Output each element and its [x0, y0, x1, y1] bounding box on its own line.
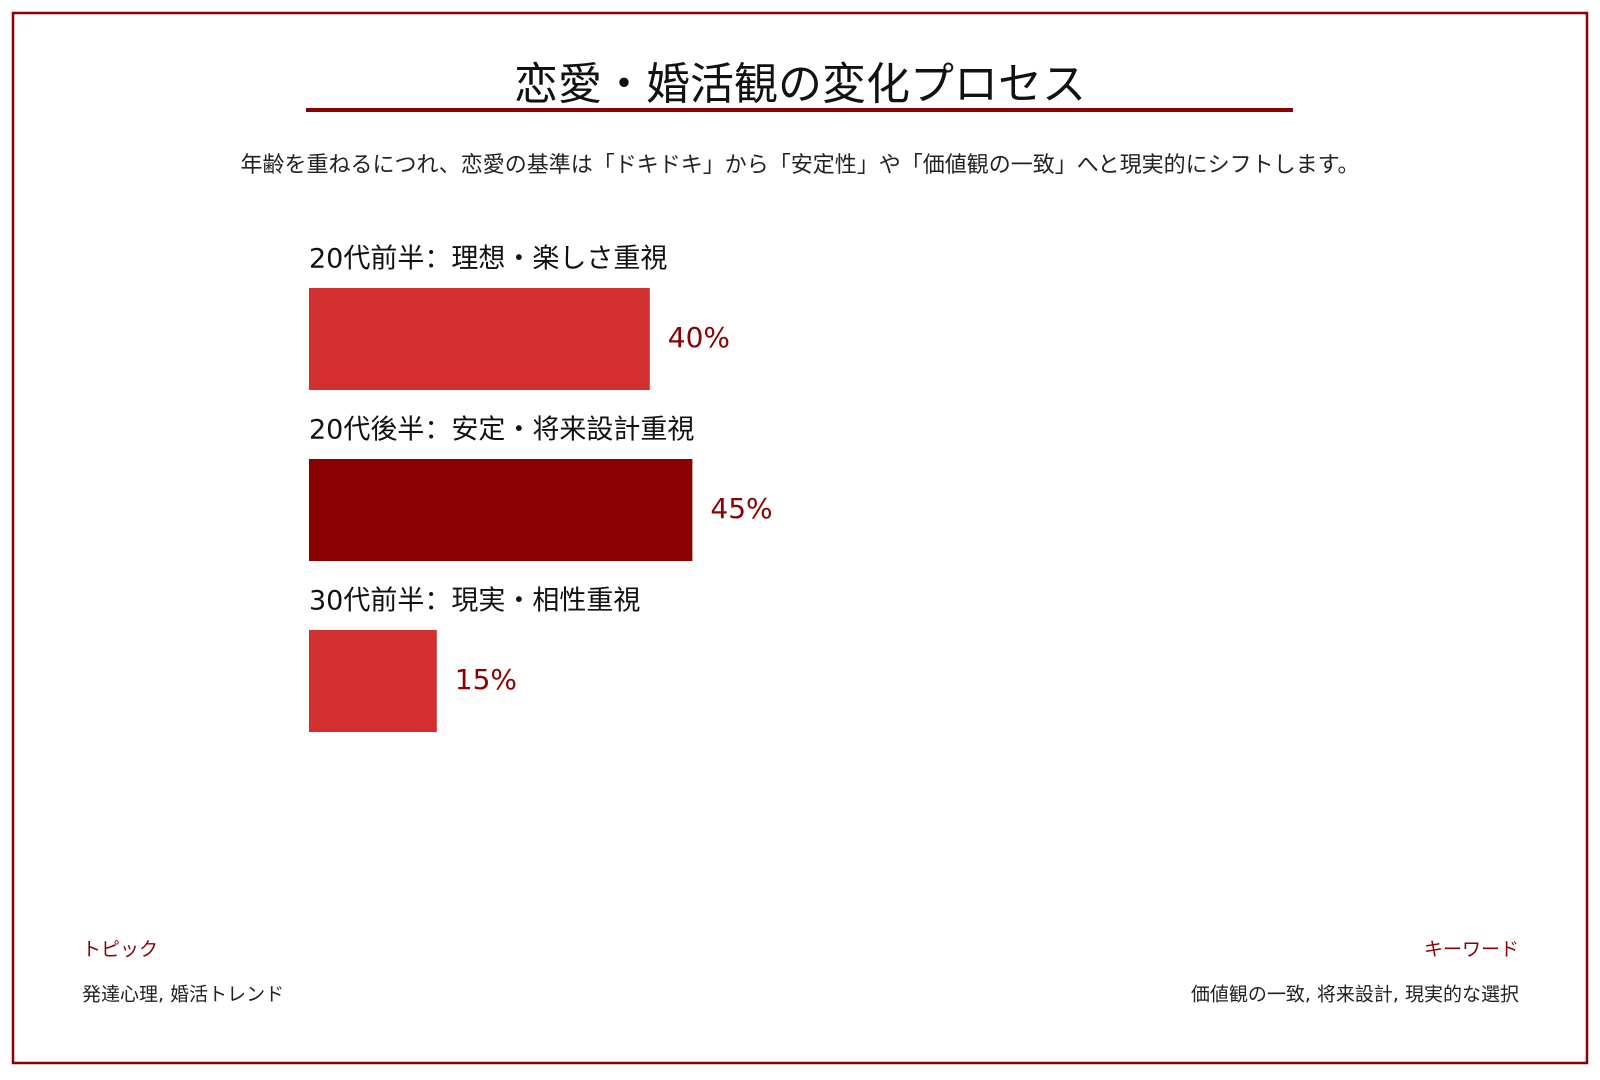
category-label: 20代後半：安定・将来設計重視 — [309, 415, 694, 446]
value-label: 15% — [455, 663, 517, 696]
frame — [11, 11, 1589, 1065]
value-label: 45% — [710, 492, 772, 525]
bar — [309, 459, 693, 561]
topic: 発達心理, 婚活トレンド — [82, 984, 284, 1006]
keyword-label: キーワード — [1424, 939, 1519, 961]
topic-label: トピック — [82, 939, 158, 961]
chart-title: 恋愛・婚活観の変化プロセス — [514, 59, 1086, 110]
subtitle: 年齢を重ねるにつれ、恋愛の基準は「ドキドキ」から「安定性」や「価値観の一致」へと… — [241, 153, 1360, 178]
value-label: 40% — [668, 321, 730, 354]
category-label: 30代前半：現実・相性重視 — [309, 586, 640, 617]
category-label: 20代前半：理想・楽しさ重視 — [309, 244, 667, 275]
keywords: 価値観の一致, 将来設計, 現実的な選択 — [1191, 984, 1519, 1006]
bar — [309, 630, 437, 732]
bar — [309, 288, 650, 390]
